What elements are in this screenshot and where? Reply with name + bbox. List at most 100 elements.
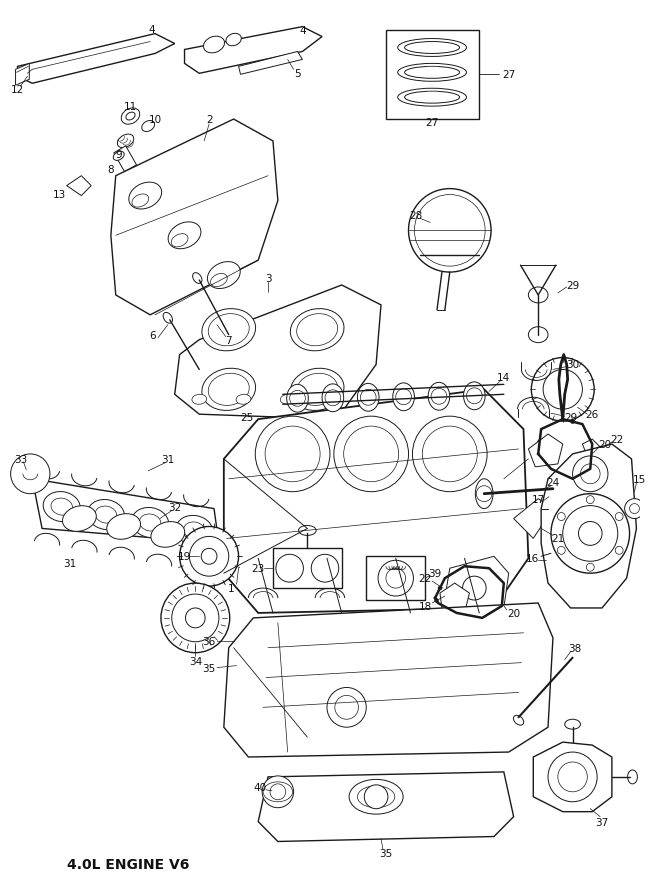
Text: 20: 20	[598, 439, 611, 449]
Ellipse shape	[88, 500, 125, 530]
Text: 35: 35	[379, 849, 393, 859]
Text: 12: 12	[11, 85, 24, 95]
Polygon shape	[582, 439, 607, 470]
Ellipse shape	[398, 40, 467, 58]
Polygon shape	[258, 772, 513, 842]
Ellipse shape	[113, 152, 124, 161]
Circle shape	[172, 595, 219, 642]
Ellipse shape	[565, 719, 580, 729]
Text: 27: 27	[502, 70, 515, 81]
Text: 34: 34	[189, 656, 202, 666]
Circle shape	[378, 561, 413, 596]
Ellipse shape	[628, 770, 637, 784]
Circle shape	[548, 752, 597, 802]
Text: 1: 1	[227, 583, 234, 594]
Ellipse shape	[208, 374, 249, 406]
Circle shape	[557, 385, 562, 390]
Ellipse shape	[208, 262, 240, 289]
Circle shape	[559, 405, 564, 409]
Ellipse shape	[151, 522, 185, 548]
Bar	[386, 31, 479, 120]
Circle shape	[325, 391, 341, 407]
Circle shape	[255, 416, 330, 492]
Circle shape	[360, 390, 376, 406]
Ellipse shape	[140, 515, 161, 532]
Text: 4.0L ENGINE V6: 4.0L ENGINE V6	[67, 858, 189, 871]
Polygon shape	[533, 742, 612, 812]
Text: 13: 13	[53, 190, 66, 199]
Ellipse shape	[358, 384, 379, 412]
Ellipse shape	[184, 523, 205, 540]
Ellipse shape	[141, 121, 154, 132]
Ellipse shape	[132, 195, 149, 208]
Polygon shape	[224, 603, 553, 758]
Circle shape	[615, 513, 623, 521]
Circle shape	[467, 614, 471, 618]
Ellipse shape	[43, 492, 80, 522]
Ellipse shape	[528, 288, 548, 304]
Circle shape	[475, 565, 479, 570]
Text: 36: 36	[202, 636, 215, 646]
Ellipse shape	[287, 385, 308, 413]
Circle shape	[570, 420, 574, 424]
Ellipse shape	[428, 383, 450, 411]
Circle shape	[501, 593, 505, 597]
Text: 33: 33	[14, 455, 27, 464]
Text: 3: 3	[265, 274, 271, 284]
Polygon shape	[111, 120, 278, 315]
Ellipse shape	[208, 315, 249, 346]
Ellipse shape	[290, 309, 344, 352]
Ellipse shape	[176, 516, 213, 546]
Text: 23: 23	[252, 563, 265, 573]
Circle shape	[422, 427, 477, 482]
Text: 21: 21	[551, 533, 565, 544]
Circle shape	[289, 391, 306, 407]
Ellipse shape	[171, 235, 188, 247]
Text: 32: 32	[168, 502, 181, 512]
Polygon shape	[184, 27, 322, 74]
Polygon shape	[16, 65, 29, 86]
Circle shape	[615, 547, 623, 555]
Circle shape	[572, 456, 608, 492]
Circle shape	[180, 527, 239, 587]
Text: 22: 22	[419, 573, 432, 584]
Ellipse shape	[226, 35, 241, 47]
Circle shape	[564, 385, 569, 390]
Ellipse shape	[475, 479, 493, 509]
Polygon shape	[513, 499, 553, 539]
Circle shape	[476, 486, 492, 502]
Circle shape	[327, 688, 366, 727]
Circle shape	[161, 584, 230, 653]
Circle shape	[265, 427, 320, 482]
Text: 38: 38	[568, 643, 581, 653]
Polygon shape	[440, 584, 469, 616]
Ellipse shape	[358, 786, 395, 808]
Ellipse shape	[121, 109, 140, 125]
Text: 14: 14	[497, 373, 511, 383]
Circle shape	[578, 522, 602, 546]
Polygon shape	[445, 556, 509, 618]
Ellipse shape	[463, 383, 485, 410]
Polygon shape	[32, 479, 219, 544]
Ellipse shape	[62, 506, 96, 532]
Circle shape	[190, 537, 228, 577]
Text: 18: 18	[419, 602, 432, 611]
Text: 10: 10	[149, 115, 162, 125]
Circle shape	[557, 370, 562, 375]
Circle shape	[630, 504, 639, 514]
Text: 29: 29	[564, 413, 577, 423]
Circle shape	[364, 785, 388, 809]
Text: 40: 40	[254, 782, 267, 792]
Circle shape	[435, 599, 439, 602]
Ellipse shape	[349, 780, 403, 814]
Ellipse shape	[322, 385, 344, 412]
Circle shape	[558, 762, 587, 792]
Circle shape	[557, 513, 565, 521]
Ellipse shape	[132, 508, 169, 538]
Circle shape	[415, 195, 485, 267]
Circle shape	[262, 776, 293, 808]
Ellipse shape	[210, 274, 227, 287]
Ellipse shape	[280, 395, 295, 405]
Ellipse shape	[404, 92, 459, 104]
Circle shape	[586, 563, 594, 571]
